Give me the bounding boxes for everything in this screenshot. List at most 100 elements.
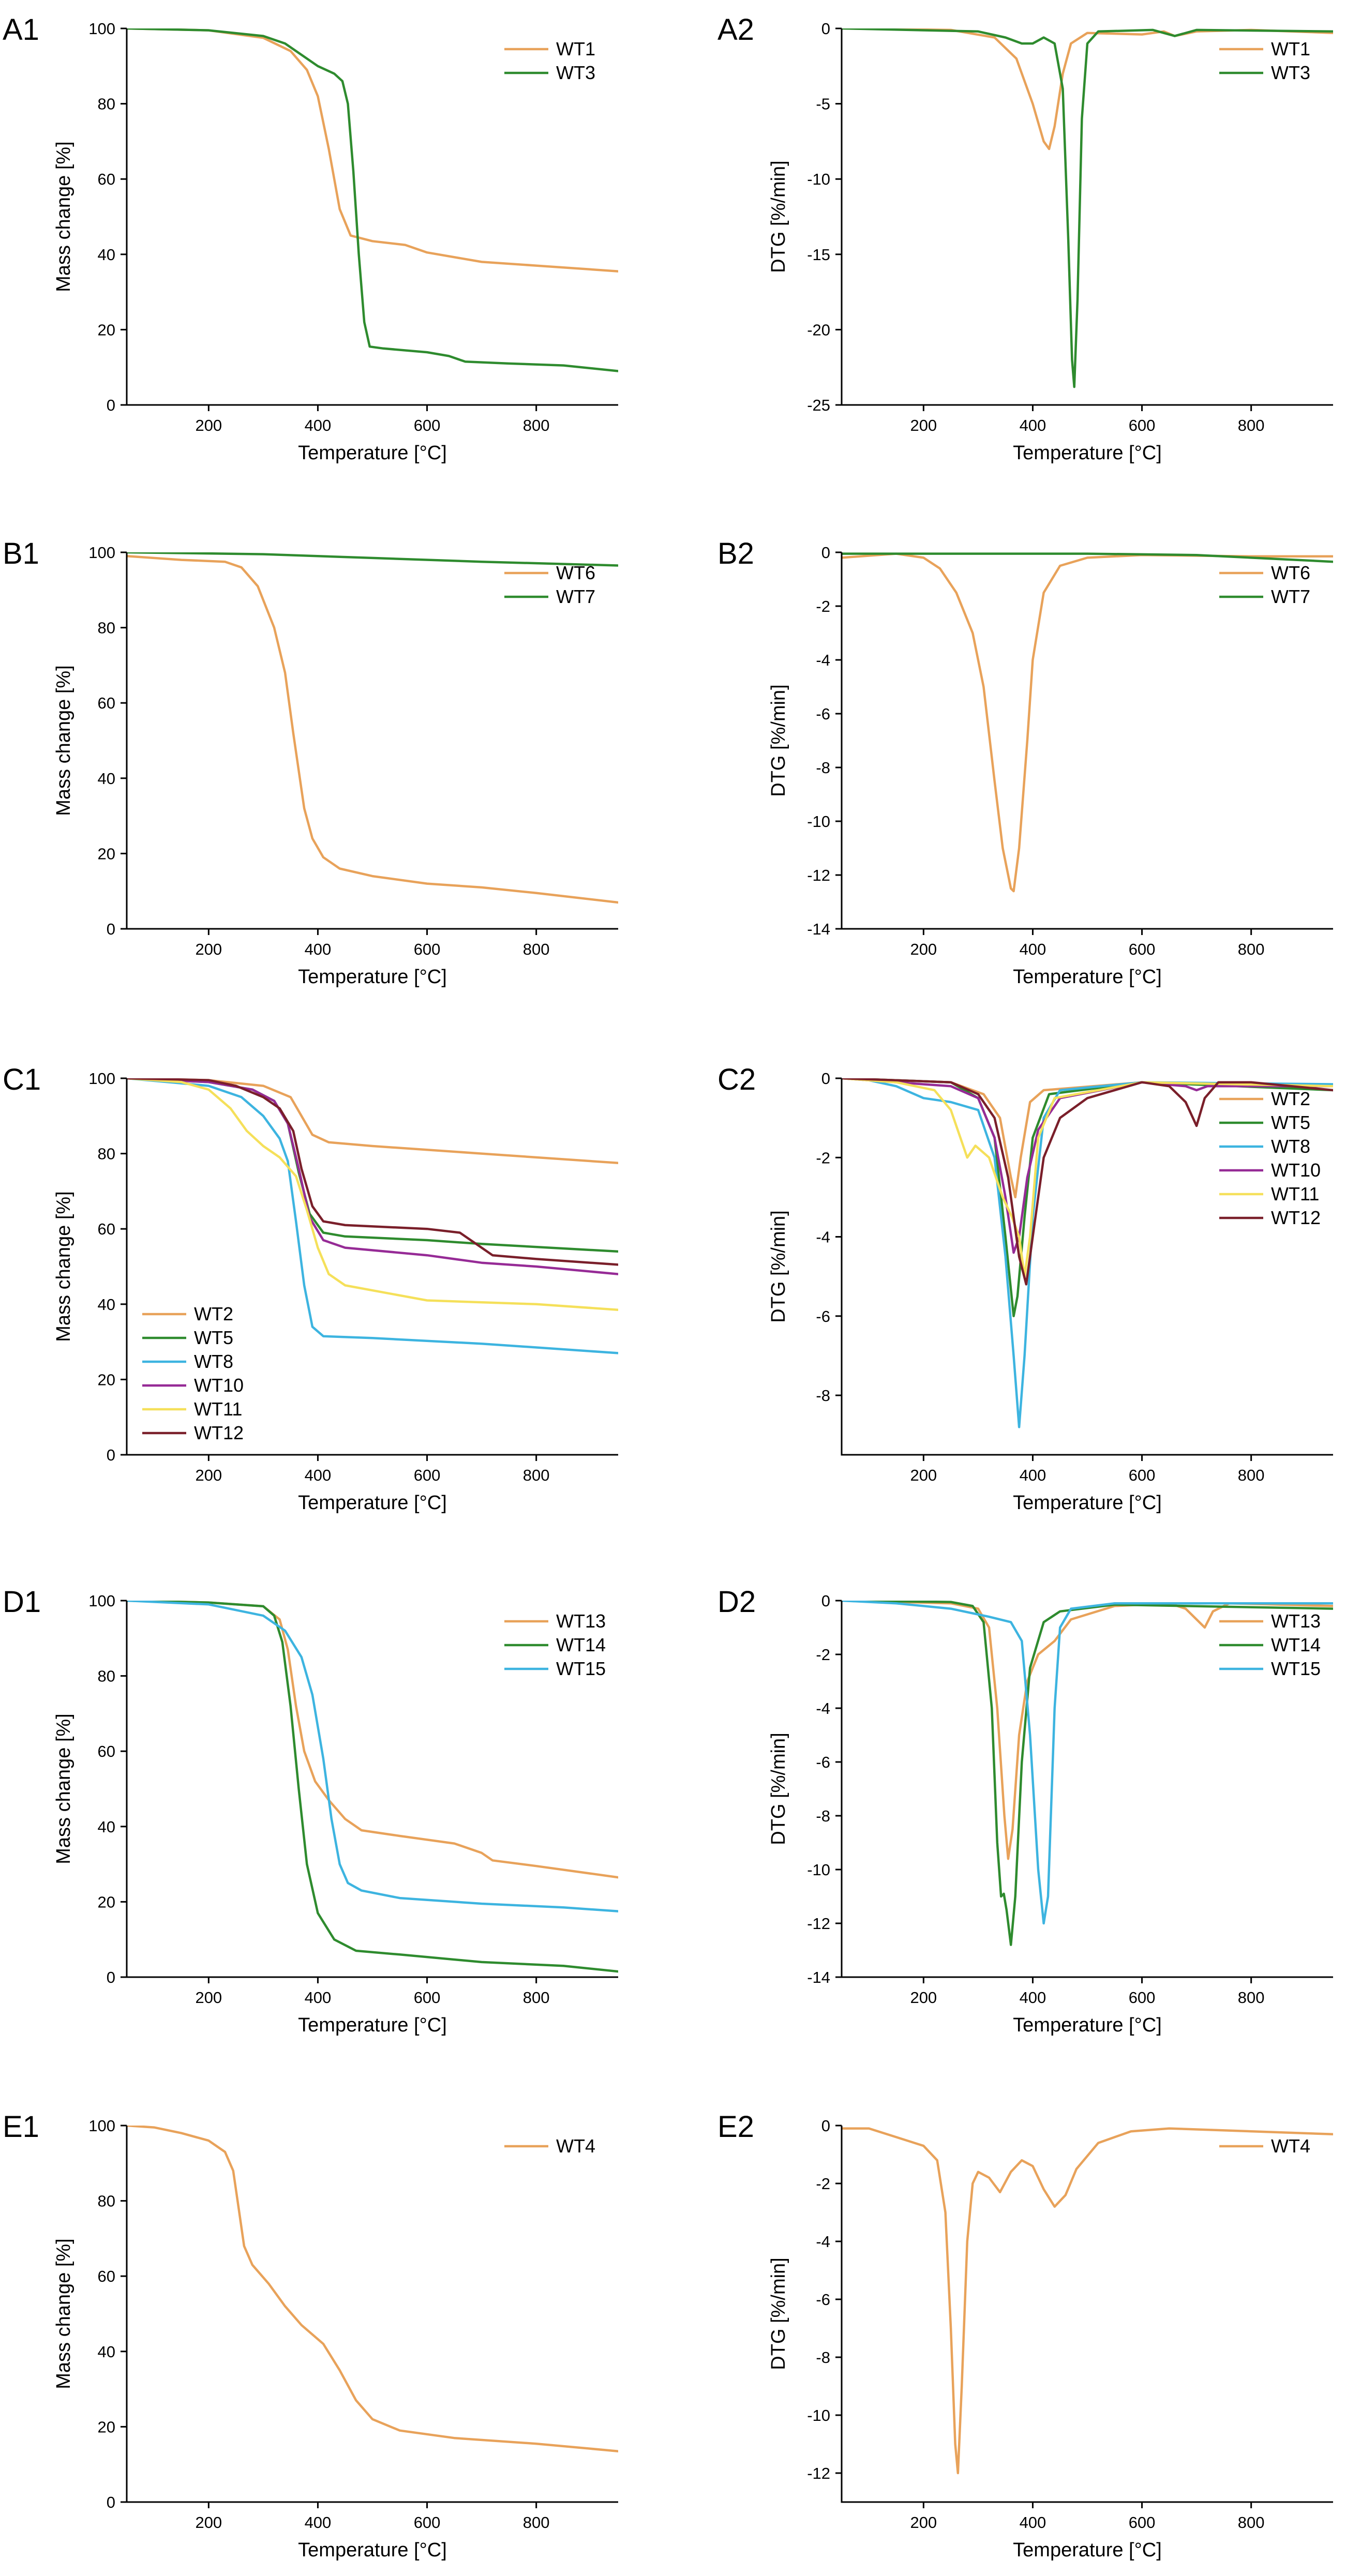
series-group [842, 2127, 1333, 2475]
panel-label: E2 [717, 2110, 754, 2144]
axes-frame [126, 552, 618, 930]
y-tick-label: 100 [88, 20, 115, 38]
x-axis-title: Temperature [°C] [1013, 2539, 1162, 2561]
series-line-wt10 [127, 1078, 618, 1275]
x-tick-label: 200 [910, 1989, 937, 2007]
y-tick-label: 40 [98, 2343, 115, 2361]
y-tick-label: 0 [821, 544, 830, 562]
x-axis-title: Temperature [°C] [1013, 442, 1162, 464]
legend-label: WT4 [1271, 2135, 1310, 2157]
x-tick-label: 800 [1238, 416, 1265, 434]
x-tick-label: 400 [1020, 416, 1046, 434]
axes-frame [126, 1601, 618, 1978]
axes-frame [841, 1078, 1333, 1456]
x-tick-label: 800 [523, 940, 550, 958]
x-tick-label: 200 [195, 416, 222, 434]
series-line-wt7 [842, 552, 1333, 563]
x-axis-title: Temperature [°C] [298, 442, 447, 464]
legend-label: WT5 [194, 1327, 233, 1348]
series-group [127, 28, 618, 372]
y-tick-label: 20 [98, 845, 115, 863]
x-tick-label: 800 [1238, 940, 1265, 958]
legend-label: WT6 [1271, 562, 1310, 583]
legend-label: WT11 [194, 1398, 242, 1420]
legend-label: WT3 [556, 62, 595, 83]
x-tick-label: 800 [1238, 1466, 1265, 1484]
y-tick-label: -5 [816, 95, 830, 113]
y-tick-label: 20 [98, 1370, 115, 1389]
y-tick-label: 0 [821, 20, 830, 38]
series-line-wt13 [842, 1601, 1333, 1860]
y-tick-label: -10 [807, 1861, 830, 1879]
series-line-wt12 [127, 1078, 618, 1266]
x-tick-label: 200 [910, 1466, 937, 1484]
x-tick-label: 200 [195, 2513, 222, 2532]
y-tick-label: 60 [98, 1742, 115, 1760]
y-axis-title: DTG [%/min] [768, 1733, 789, 1845]
x-tick-label: 600 [1129, 1989, 1156, 2007]
y-tick-label: -14 [807, 920, 830, 938]
series-group [842, 1601, 1333, 1946]
x-tick-label: 800 [523, 1989, 550, 2007]
legend-label: WT6 [556, 562, 595, 583]
legend-label: WT15 [556, 1658, 606, 1679]
y-tick-label: -6 [816, 2291, 830, 2309]
y-tick-label: 100 [88, 1592, 115, 1610]
x-tick-label: 400 [305, 2513, 332, 2532]
legend-label: WT13 [1271, 1610, 1321, 1632]
y-tick-label: 80 [98, 1667, 115, 1685]
y-axis-title: DTG [%/min] [768, 684, 789, 796]
series-group [842, 28, 1333, 388]
series-group [842, 552, 1333, 893]
series-line-wt14 [127, 1601, 618, 1973]
panel-label: B1 [3, 537, 39, 570]
x-tick-label: 800 [523, 416, 550, 434]
series-line-wt15 [127, 1601, 618, 1912]
series-line-wt11 [842, 1078, 1333, 1278]
x-tick-label: 600 [414, 2513, 441, 2532]
x-tick-label: 400 [305, 1466, 332, 1484]
series-line-wt11 [127, 1078, 618, 1311]
legend-label: WT2 [194, 1303, 233, 1324]
series-line-wt6 [842, 552, 1333, 893]
y-axis-title: Mass change [%] [53, 141, 74, 292]
panel-label: A1 [3, 13, 39, 47]
y-tick-label: -14 [807, 1968, 830, 1986]
y-tick-label: -15 [807, 246, 830, 264]
legend-label: WT8 [194, 1351, 233, 1372]
x-tick-label: 400 [305, 940, 332, 958]
y-tick-label: 80 [98, 95, 115, 113]
series-line-wt1 [127, 28, 618, 273]
x-tick-label: 400 [305, 1989, 332, 2007]
axes-frame [126, 28, 618, 406]
y-axis-title: Mass change [%] [53, 1191, 74, 1342]
legend-label: WT10 [1271, 1159, 1321, 1181]
series-line-wt15 [842, 1601, 1333, 1925]
series-line-wt8 [842, 1078, 1333, 1428]
panel-label: B2 [717, 537, 754, 570]
x-tick-label: 600 [414, 416, 441, 434]
legend: WT4 [504, 2135, 595, 2157]
y-tick-label: -4 [816, 651, 830, 669]
series-line-wt4 [127, 2126, 618, 2452]
y-axis-title: DTG [%/min] [768, 1210, 789, 1322]
x-tick-label: 200 [195, 940, 222, 958]
axes-frame [841, 2126, 1333, 2503]
y-tick-label: -6 [816, 1307, 830, 1325]
y-tick-label: 80 [98, 2192, 115, 2210]
y-tick-label: -6 [816, 705, 830, 723]
axes-frame [841, 28, 1333, 406]
y-tick-label: -8 [816, 1807, 830, 1825]
y-tick-label: -2 [816, 597, 830, 615]
x-tick-label: 600 [1129, 940, 1156, 958]
chart-panel-A1: A1 200 400 600 800 0 20 40 60 80 100 Temperature [°… [3, 13, 618, 464]
chart-panel-C1: C1 200 400 600 800 0 20 40 60 80 100 Temperature [°… [3, 1063, 618, 1514]
chart-panel-E2: E2 200 400 600 800 -12 -10 -8 -6 -4 -2 0 Temperature… [717, 2110, 1333, 2561]
